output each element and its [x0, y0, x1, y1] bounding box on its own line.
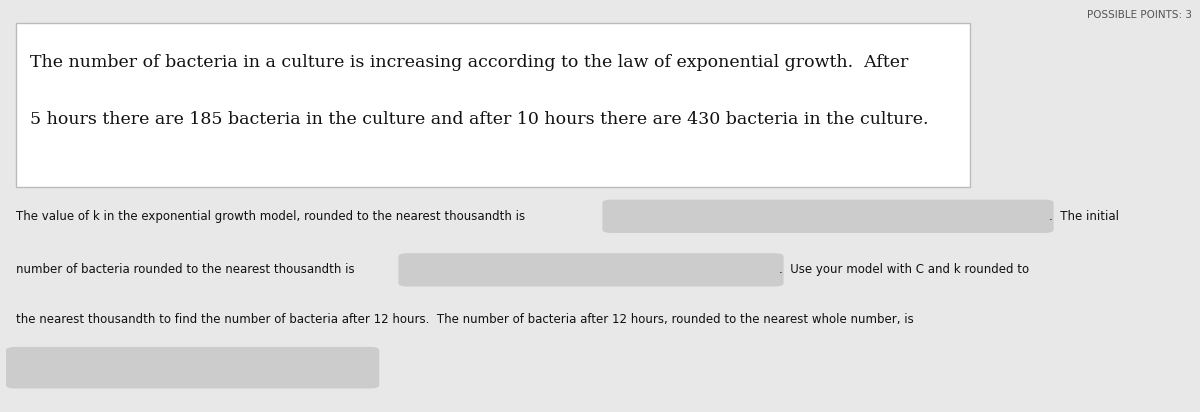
Text: The value of k in the exponential growth model, rounded to the nearest thousandt: The value of k in the exponential growth… — [16, 210, 524, 223]
Text: number of bacteria rounded to the nearest thousandth is: number of bacteria rounded to the neares… — [16, 263, 354, 276]
FancyBboxPatch shape — [602, 200, 1054, 233]
Text: .  Use your model with C and k rounded to: . Use your model with C and k rounded to — [779, 263, 1028, 276]
Text: POSSIBLE POINTS: 3: POSSIBLE POINTS: 3 — [1087, 10, 1192, 20]
Text: 5 hours there are 185 bacteria in the culture and after 10 hours there are 430 b: 5 hours there are 185 bacteria in the cu… — [30, 111, 929, 128]
Text: .  The initial: . The initial — [1049, 210, 1118, 223]
Text: The number of bacteria in a culture is increasing according to the law of expone: The number of bacteria in a culture is i… — [30, 54, 908, 70]
Text: the nearest thousandth to find the number of bacteria after 12 hours.  The numbe: the nearest thousandth to find the numbe… — [16, 313, 913, 326]
FancyBboxPatch shape — [398, 253, 784, 287]
FancyBboxPatch shape — [6, 347, 379, 389]
FancyBboxPatch shape — [16, 23, 970, 187]
